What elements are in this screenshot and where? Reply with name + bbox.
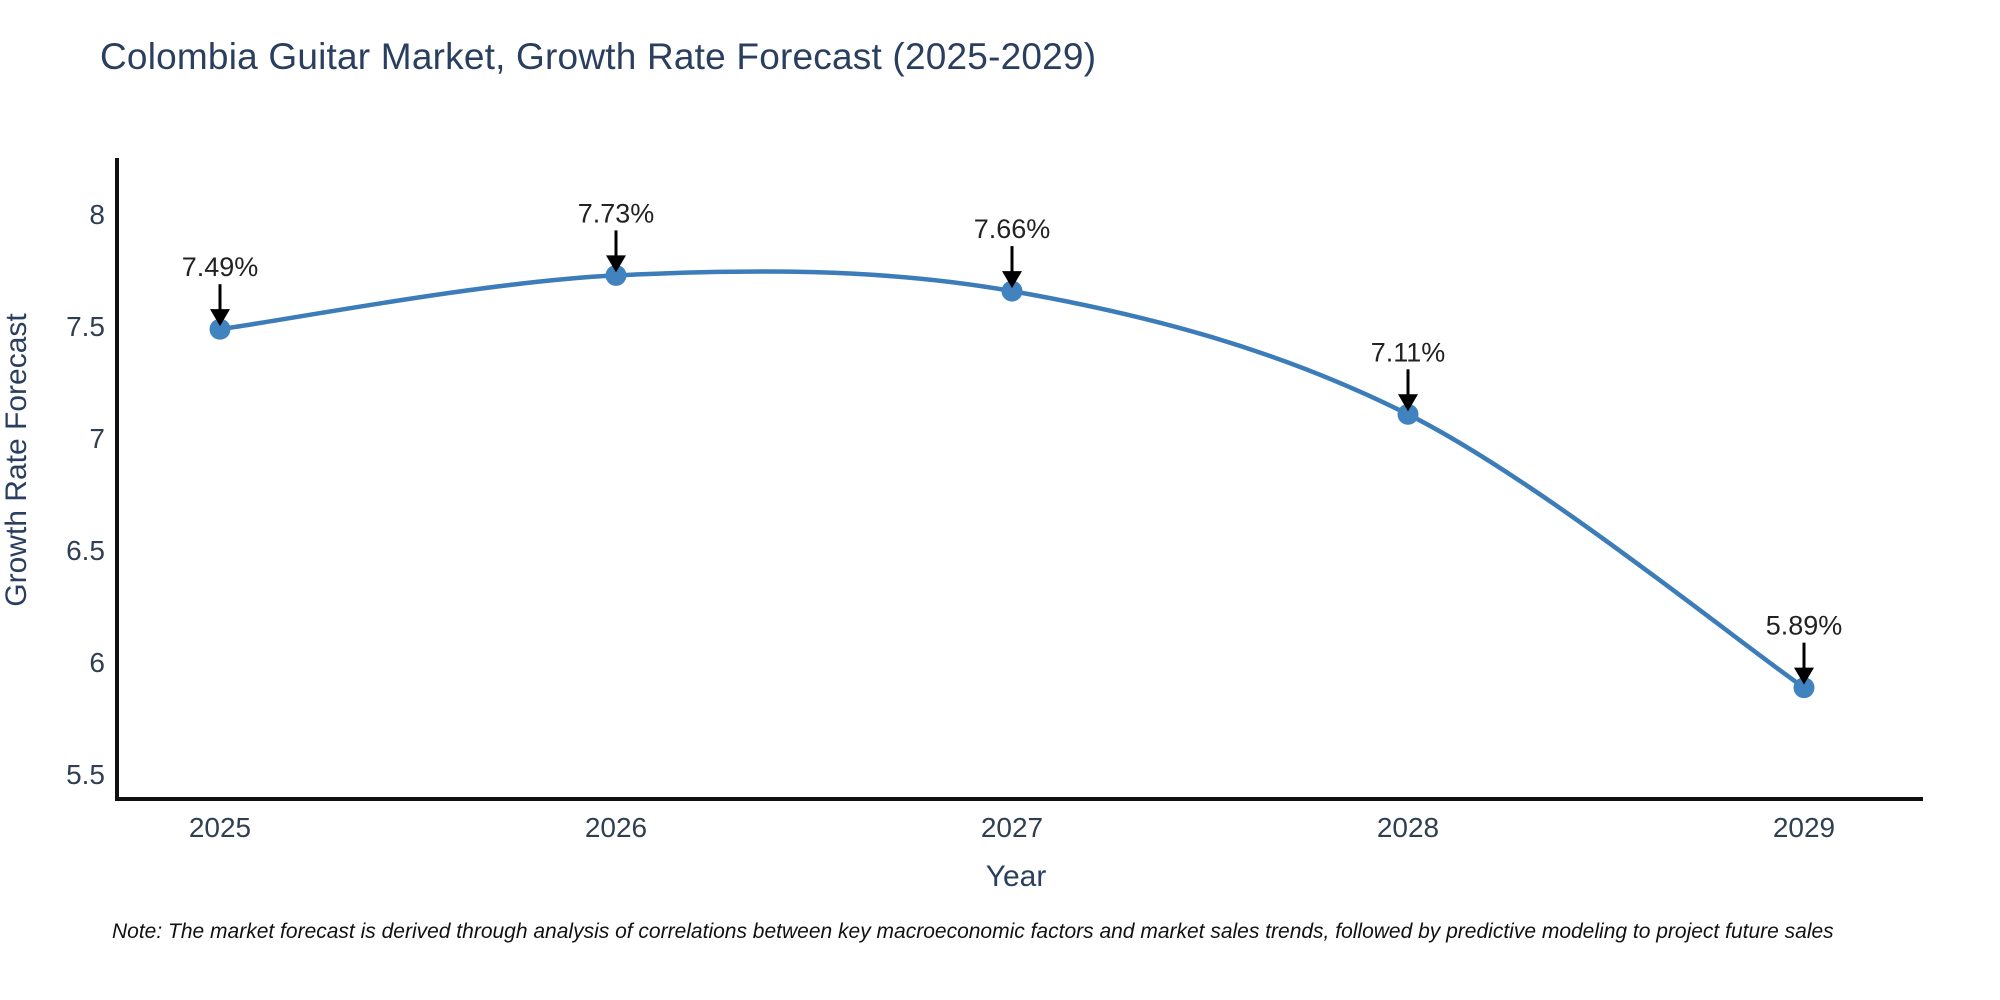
y-tick-label: 6.5 [66, 535, 105, 566]
y-tick-label: 7.5 [66, 311, 105, 342]
point-annotation-label: 5.89% [1766, 611, 1843, 641]
annotation-arrowhead [1398, 394, 1418, 412]
annotation-arrowhead [1002, 271, 1022, 289]
x-tick-label: 2028 [1377, 812, 1439, 843]
annotations-group: 7.49% 7.73% 7.66% 7.11% 5.89% [182, 198, 1843, 685]
annotation-arrowhead [210, 309, 230, 327]
y-axis-title: Growth Rate Forecast [0, 313, 33, 607]
x-tick-label: 2025 [189, 812, 251, 843]
point-annotation-label: 7.66% [974, 214, 1051, 244]
x-axis-title: Year [986, 860, 1047, 893]
data-point[interactable] [1001, 280, 1023, 302]
series-group [209, 264, 1815, 699]
x-tick-label: 2027 [981, 812, 1043, 843]
annotation-arrowhead [606, 255, 626, 273]
x-tick-label: 2026 [585, 812, 647, 843]
data-point[interactable] [1397, 403, 1419, 425]
x-tick-label: 2029 [1773, 812, 1835, 843]
data-point[interactable] [209, 318, 231, 340]
tick-labels-group: 5.5 6 6.5 7 7.5 8 2025 2026 2027 2028 2029 [66, 199, 1835, 843]
footnote: Note: The market forecast is derived thr… [112, 920, 1834, 943]
chart-title: Colombia Guitar Market, Growth Rate Fore… [100, 36, 1097, 77]
point-annotation-label: 7.11% [1371, 337, 1446, 367]
series-line [217, 269, 1807, 690]
data-point[interactable] [1793, 677, 1815, 699]
annotation-arrowhead [1794, 667, 1814, 685]
y-tick-label: 7 [89, 423, 105, 454]
y-tick-label: 5.5 [66, 759, 105, 790]
data-point[interactable] [605, 264, 627, 286]
y-tick-label: 6 [89, 647, 105, 678]
point-annotation-label: 7.49% [182, 252, 259, 282]
y-tick-label: 8 [89, 199, 105, 230]
point-annotation-label: 7.73% [578, 198, 655, 228]
